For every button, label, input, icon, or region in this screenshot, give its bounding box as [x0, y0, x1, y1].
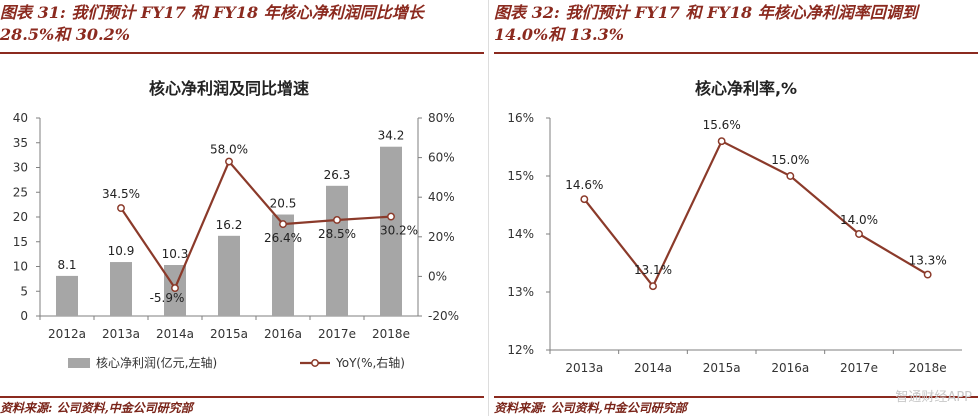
profit-bar — [272, 214, 294, 316]
bar-data-label: 26.3 — [324, 168, 351, 182]
legend-bar-label: 核心净利润(亿元,左轴) — [96, 355, 217, 370]
margin-point — [855, 230, 863, 238]
profit-bar — [326, 185, 348, 316]
yoy-point — [279, 220, 287, 229]
yoy-point — [117, 204, 125, 213]
net-margin-chart: 核心净利率,% 12% 13% 14% 15% 16% 2013a 2014a 2015a 201… — [507, 79, 962, 375]
right-caption-line2: 14.0%和 13.3% — [494, 25, 624, 44]
yoy-data-label: 34.5% — [102, 187, 140, 201]
profit-bar — [380, 146, 402, 316]
yoy-point — [333, 216, 341, 224]
x-axis-tick-label: 2013a — [565, 361, 603, 375]
legend-bar-swatch — [68, 358, 90, 368]
yoy-data-label: 26.4% — [264, 231, 302, 245]
profit-bar — [56, 275, 78, 316]
right-axis-tick-label: 40% — [428, 190, 455, 204]
bar-data-label: 16.2 — [216, 218, 243, 232]
yoy-data-label: 30.2% — [380, 224, 418, 238]
profit-bar — [218, 235, 240, 316]
right-source-note: 资料来源: 公司资料,中金公司研究部 — [494, 401, 687, 415]
watermark: 智通财经APP — [895, 390, 972, 405]
right-figure-caption: 图表 32: 我们预计 FY17 和 FY18 年核心净利润率回调到 14.0%… — [494, 2, 978, 46]
x-axis-tick-label: 2015a — [703, 361, 741, 375]
margin-line — [583, 139, 929, 289]
right-axis-tick-label: -20% — [428, 309, 459, 323]
legend-line-label: YoY(%,右轴) — [335, 355, 405, 370]
margin-data-label: 15.6% — [703, 118, 741, 132]
yoy-data-label: 58.0% — [210, 143, 248, 157]
x-axis-tick-label: 2015a — [210, 327, 248, 341]
left-axis-tick-label: 40 — [13, 111, 28, 125]
margin-point — [580, 195, 589, 204]
right-caption-line1: 图表 32: 我们预计 FY17 和 FY18 年核心净利润率回调到 — [494, 3, 918, 22]
right-axis-tick-label: 20% — [428, 230, 455, 244]
yoy-data-label: 28.5% — [318, 227, 356, 241]
yoy-line — [120, 159, 392, 291]
left-axis-tick-label: 25 — [13, 185, 28, 199]
x-axis-tick-label: 2013a — [102, 327, 140, 341]
right-axis-tick-label: 0% — [428, 269, 447, 283]
left-axis-tick-label: 10 — [13, 260, 28, 274]
left-axis-tick-label: 15 — [13, 235, 28, 249]
left-caption-line1: 图表 31: 我们预计 FY17 和 FY18 年核心净利润同比增长 — [0, 3, 424, 22]
margin-point — [786, 172, 795, 180]
chart-title: 核心净利润及同比增速 — [149, 79, 309, 98]
left-axis-tick-label: 20 — [13, 210, 28, 224]
x-axis-tick-label: 2014a — [156, 327, 194, 341]
margin-point — [717, 137, 726, 146]
y-axis-tick-label: 14% — [507, 227, 534, 241]
bar-data-label: 10.3 — [162, 247, 189, 261]
x-axis-tick-label: 2012a — [48, 327, 86, 341]
margin-point — [649, 282, 657, 291]
margin-point — [923, 270, 932, 279]
x-axis-tick-label: 2016a — [771, 361, 809, 375]
left-axis-tick-label: 30 — [13, 161, 28, 175]
margin-data-label: 13.1% — [634, 263, 672, 277]
y-axis-tick-label: 13% — [507, 285, 534, 299]
left-figure-caption: 图表 31: 我们预计 FY17 和 FY18 年核心净利润同比增长 28.5%… — [0, 2, 484, 46]
margin-data-label: 14.6% — [565, 178, 603, 192]
margin-data-label: 14.0% — [840, 213, 878, 227]
chart-title: 核心净利率,% — [695, 79, 797, 98]
bar-data-label: 10.9 — [108, 244, 135, 258]
left-axis-tick-label: 35 — [13, 136, 28, 150]
y-axis-tick-label: 12% — [507, 343, 534, 357]
margin-data-label: 13.3% — [909, 254, 947, 268]
right-figure-panel: 图表 32: 我们预计 FY17 和 FY18 年核心净利润率回调到 14.0%… — [494, 0, 978, 416]
bar-data-label: 20.5 — [270, 197, 297, 211]
x-axis-tick-label: 2017e — [840, 361, 878, 375]
bar-data-label: 34.2 — [378, 129, 405, 143]
panel-divider — [488, 0, 489, 416]
x-axis-tick-label: 2018e — [909, 361, 947, 375]
x-axis-tick-label: 2016a — [264, 327, 302, 341]
profit-growth-chart: 核心净利润及同比增速 0 5 10 15 20 25 30 35 40 -20% 0% 20% 40% 60… — [13, 79, 459, 370]
legend-line-marker — [311, 359, 319, 367]
left-caption-line2: 28.5%和 30.2% — [0, 25, 130, 44]
left-figure-panel: 图表 31: 我们预计 FY17 和 FY18 年核心净利润同比增长 28.5%… — [0, 0, 484, 416]
yoy-point — [387, 212, 395, 221]
y-axis-tick-label: 15% — [507, 169, 534, 183]
yoy-point — [171, 284, 179, 293]
right-axis-tick-label: 60% — [428, 151, 455, 165]
left-axis-tick-label: 0 — [20, 309, 28, 323]
margin-data-label: 15.0% — [771, 153, 809, 167]
left-source-note: 资料来源: 公司资料,中金公司研究部 — [0, 401, 193, 415]
right-source-rule — [494, 396, 978, 398]
bar-data-label: 8.1 — [57, 258, 76, 272]
x-axis-tick-label: 2014a — [634, 361, 672, 375]
yoy-point — [225, 157, 233, 166]
left-caption-rule — [0, 52, 484, 54]
yoy-data-label: -5.9% — [150, 291, 185, 305]
right-caption-rule — [494, 52, 978, 54]
y-axis-tick-label: 16% — [507, 111, 534, 125]
left-axis-tick-label: 5 — [20, 284, 28, 298]
x-axis-tick-label: 2018e — [372, 327, 410, 341]
right-axis-tick-label: 80% — [428, 111, 455, 125]
x-axis-tick-label: 2017e — [318, 327, 356, 341]
profit-bar — [110, 262, 132, 316]
left-source-rule — [0, 396, 484, 398]
